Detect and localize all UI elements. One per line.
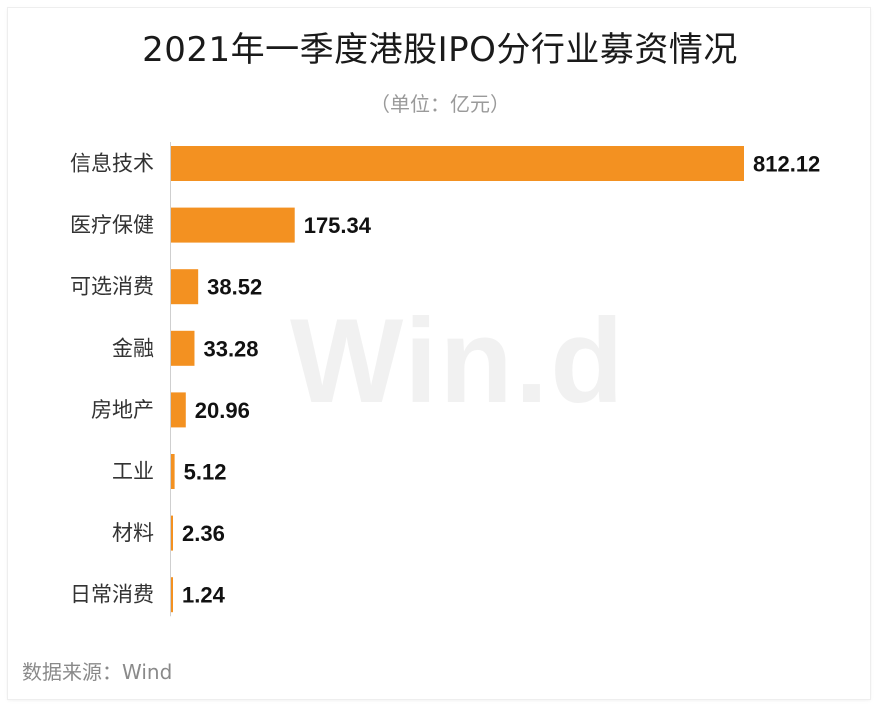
value-label: 5.12 <box>184 460 227 485</box>
bar-5 <box>171 454 175 489</box>
value-label: 1.24 <box>182 583 226 608</box>
category-label: 金融 <box>112 336 154 360</box>
chart-subtitle: （单位：亿元） <box>370 92 510 116</box>
bar-1 <box>171 207 295 243</box>
category-label: 材料 <box>112 521 154 545</box>
value-label: 2.36 <box>182 521 225 546</box>
value-label: 38.52 <box>207 275 262 300</box>
category-label: 日常消费 <box>70 583 154 607</box>
value-label: 175.34 <box>304 213 372 238</box>
category-label: 房地产 <box>91 398 154 422</box>
bar-7 <box>171 577 173 613</box>
bar-2 <box>171 269 199 305</box>
value-label: 33.28 <box>203 336 258 361</box>
wind-watermark: Win.d <box>290 294 626 428</box>
bar-3 <box>171 330 195 366</box>
value-label: 20.96 <box>195 398 250 423</box>
category-label: 医疗保健 <box>70 213 154 237</box>
category-label: 工业 <box>112 460 154 484</box>
bar-4 <box>171 392 186 428</box>
value-label: 812.12 <box>753 152 820 177</box>
category-label: 信息技术 <box>70 152 154 176</box>
data-source: 数据来源：Wind <box>22 660 173 684</box>
category-label: 可选消费 <box>70 275 154 299</box>
bar-6 <box>171 515 173 551</box>
chart-title: 2021年一季度港股IPO分行业募资情况 <box>142 30 738 70</box>
chart-card <box>8 8 870 699</box>
bar-0 <box>171 146 744 181</box>
